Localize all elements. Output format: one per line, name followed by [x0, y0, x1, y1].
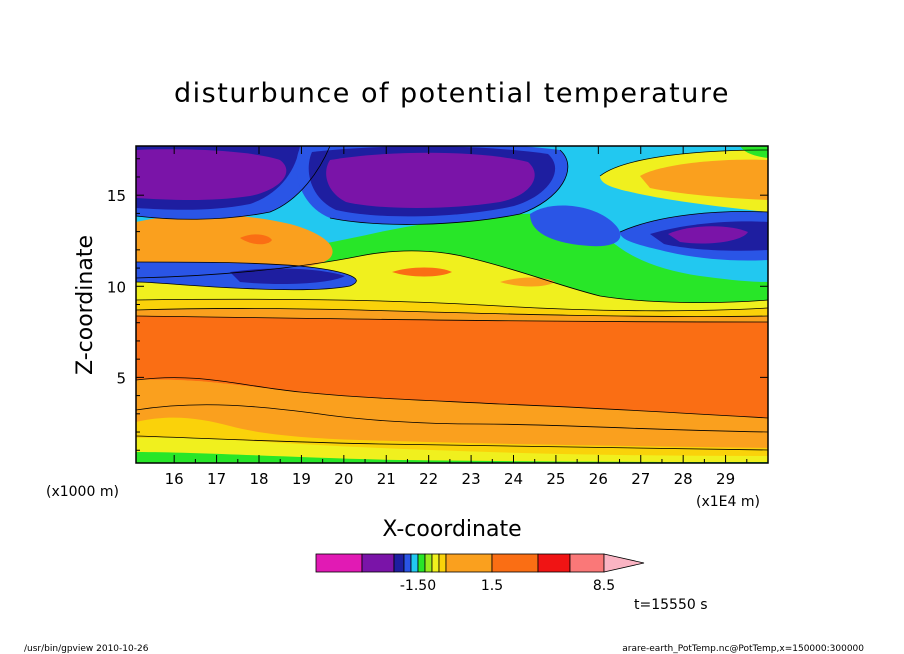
contour-band-purple-far-right [668, 226, 748, 244]
contour-band-orange-base [136, 379, 768, 450]
contour-band-orange-top-right [640, 159, 768, 200]
colorbar-segment [569, 553, 605, 573]
chart-title: disturbunce of potential temperature [174, 78, 730, 109]
colorbar-segment [403, 553, 412, 573]
colorbar-segment [537, 553, 571, 573]
contour-feature-small-1 [392, 267, 452, 277]
x-tick-label: 20 [334, 470, 353, 488]
contour-line-10 [599, 149, 768, 177]
contour-band-ground-lightyellow [136, 437, 768, 463]
contour-line-1 [136, 315, 768, 323]
time-label: t=15550 s [634, 597, 708, 613]
contour-line-5 [136, 298, 768, 312]
colorbar-segment [417, 553, 426, 573]
x-tick-label: 21 [377, 470, 396, 488]
colorbar-label: 8.5 [593, 578, 615, 594]
x-unit-left: (x1000 m) [46, 484, 119, 500]
footer-right: arare-earth_PotTemp.nc@PotTemp,x=150000:… [622, 644, 864, 654]
contour-band-orange-upper-core [240, 234, 272, 245]
contour-band-ground-green [136, 452, 768, 463]
colorbar-segment [410, 553, 419, 573]
contour-feature-small-2 [500, 277, 555, 287]
colorbar-segment [445, 553, 493, 573]
y-axis-ticks: 5 10 15 [107, 158, 768, 451]
contour-line-11 [619, 211, 768, 233]
x-tick-label: 23 [462, 470, 481, 488]
x-tick-label: 19 [292, 470, 311, 488]
y-axis-title: Z-coordinate [73, 235, 98, 375]
contour-band-amber [136, 299, 768, 317]
x-axis-ticks: 16 17 18 19 20 21 22 23 24 25 26 27 28 29 [165, 146, 748, 488]
colorbar-segment [438, 553, 447, 573]
contour-band-orange-lower [136, 316, 768, 418]
y-tick-label: 10 [107, 278, 126, 296]
contour-line-6 [136, 308, 768, 317]
x-tick-label: 22 [419, 470, 438, 488]
colorbar-label: -1.50 [400, 578, 436, 594]
x-tick-label: 18 [249, 470, 268, 488]
colorbar-segment [393, 553, 405, 573]
x-tick-label: 29 [716, 470, 735, 488]
colorbar-label: 1.5 [481, 578, 503, 594]
contour-line-9 [329, 149, 569, 225]
colorbar-arrow [603, 553, 645, 573]
x-tick-label: 17 [207, 470, 226, 488]
contour-band-navy-mid [230, 268, 345, 284]
contour-line-8 [136, 146, 331, 220]
colorbar-segment [424, 553, 433, 573]
contour-line-12 [136, 261, 357, 291]
contour-band-purple-top-center [326, 152, 535, 208]
contour-band-yellow [136, 250, 768, 311]
contour-line-2 [136, 377, 768, 419]
x-axis-title: X-coordinate [382, 517, 521, 542]
x-tick-label: 26 [589, 470, 608, 488]
y-tick-label: 5 [116, 369, 126, 387]
x-unit-right: (x1E4 m) [696, 494, 760, 510]
x-tick-label: 27 [631, 470, 650, 488]
y-tick-label: 15 [107, 187, 126, 205]
x-tick-label: 25 [546, 470, 565, 488]
x-tick-label: 28 [674, 470, 693, 488]
contour-band-purple-top-left [136, 149, 287, 200]
x-tick-label: 16 [165, 470, 184, 488]
plot-area [136, 146, 768, 463]
colorbar-segment [491, 553, 539, 573]
contour-band-orange-upper [136, 214, 333, 271]
colorbar-segment [315, 553, 363, 573]
contour-line-3 [136, 404, 768, 433]
x-tick-label: 24 [504, 470, 523, 488]
footer-left: /usr/bin/gpview 2010-10-26 [24, 644, 149, 654]
contour-band-green-top-right [740, 146, 768, 158]
colorbar: -1.50 1.5 8.5 [315, 553, 645, 594]
contour-line-4 [136, 435, 768, 451]
contour-band-blue-right [530, 205, 621, 247]
contour-line-7 [136, 250, 768, 304]
colorbar-segment [431, 553, 440, 573]
colorbar-segment [361, 553, 395, 573]
